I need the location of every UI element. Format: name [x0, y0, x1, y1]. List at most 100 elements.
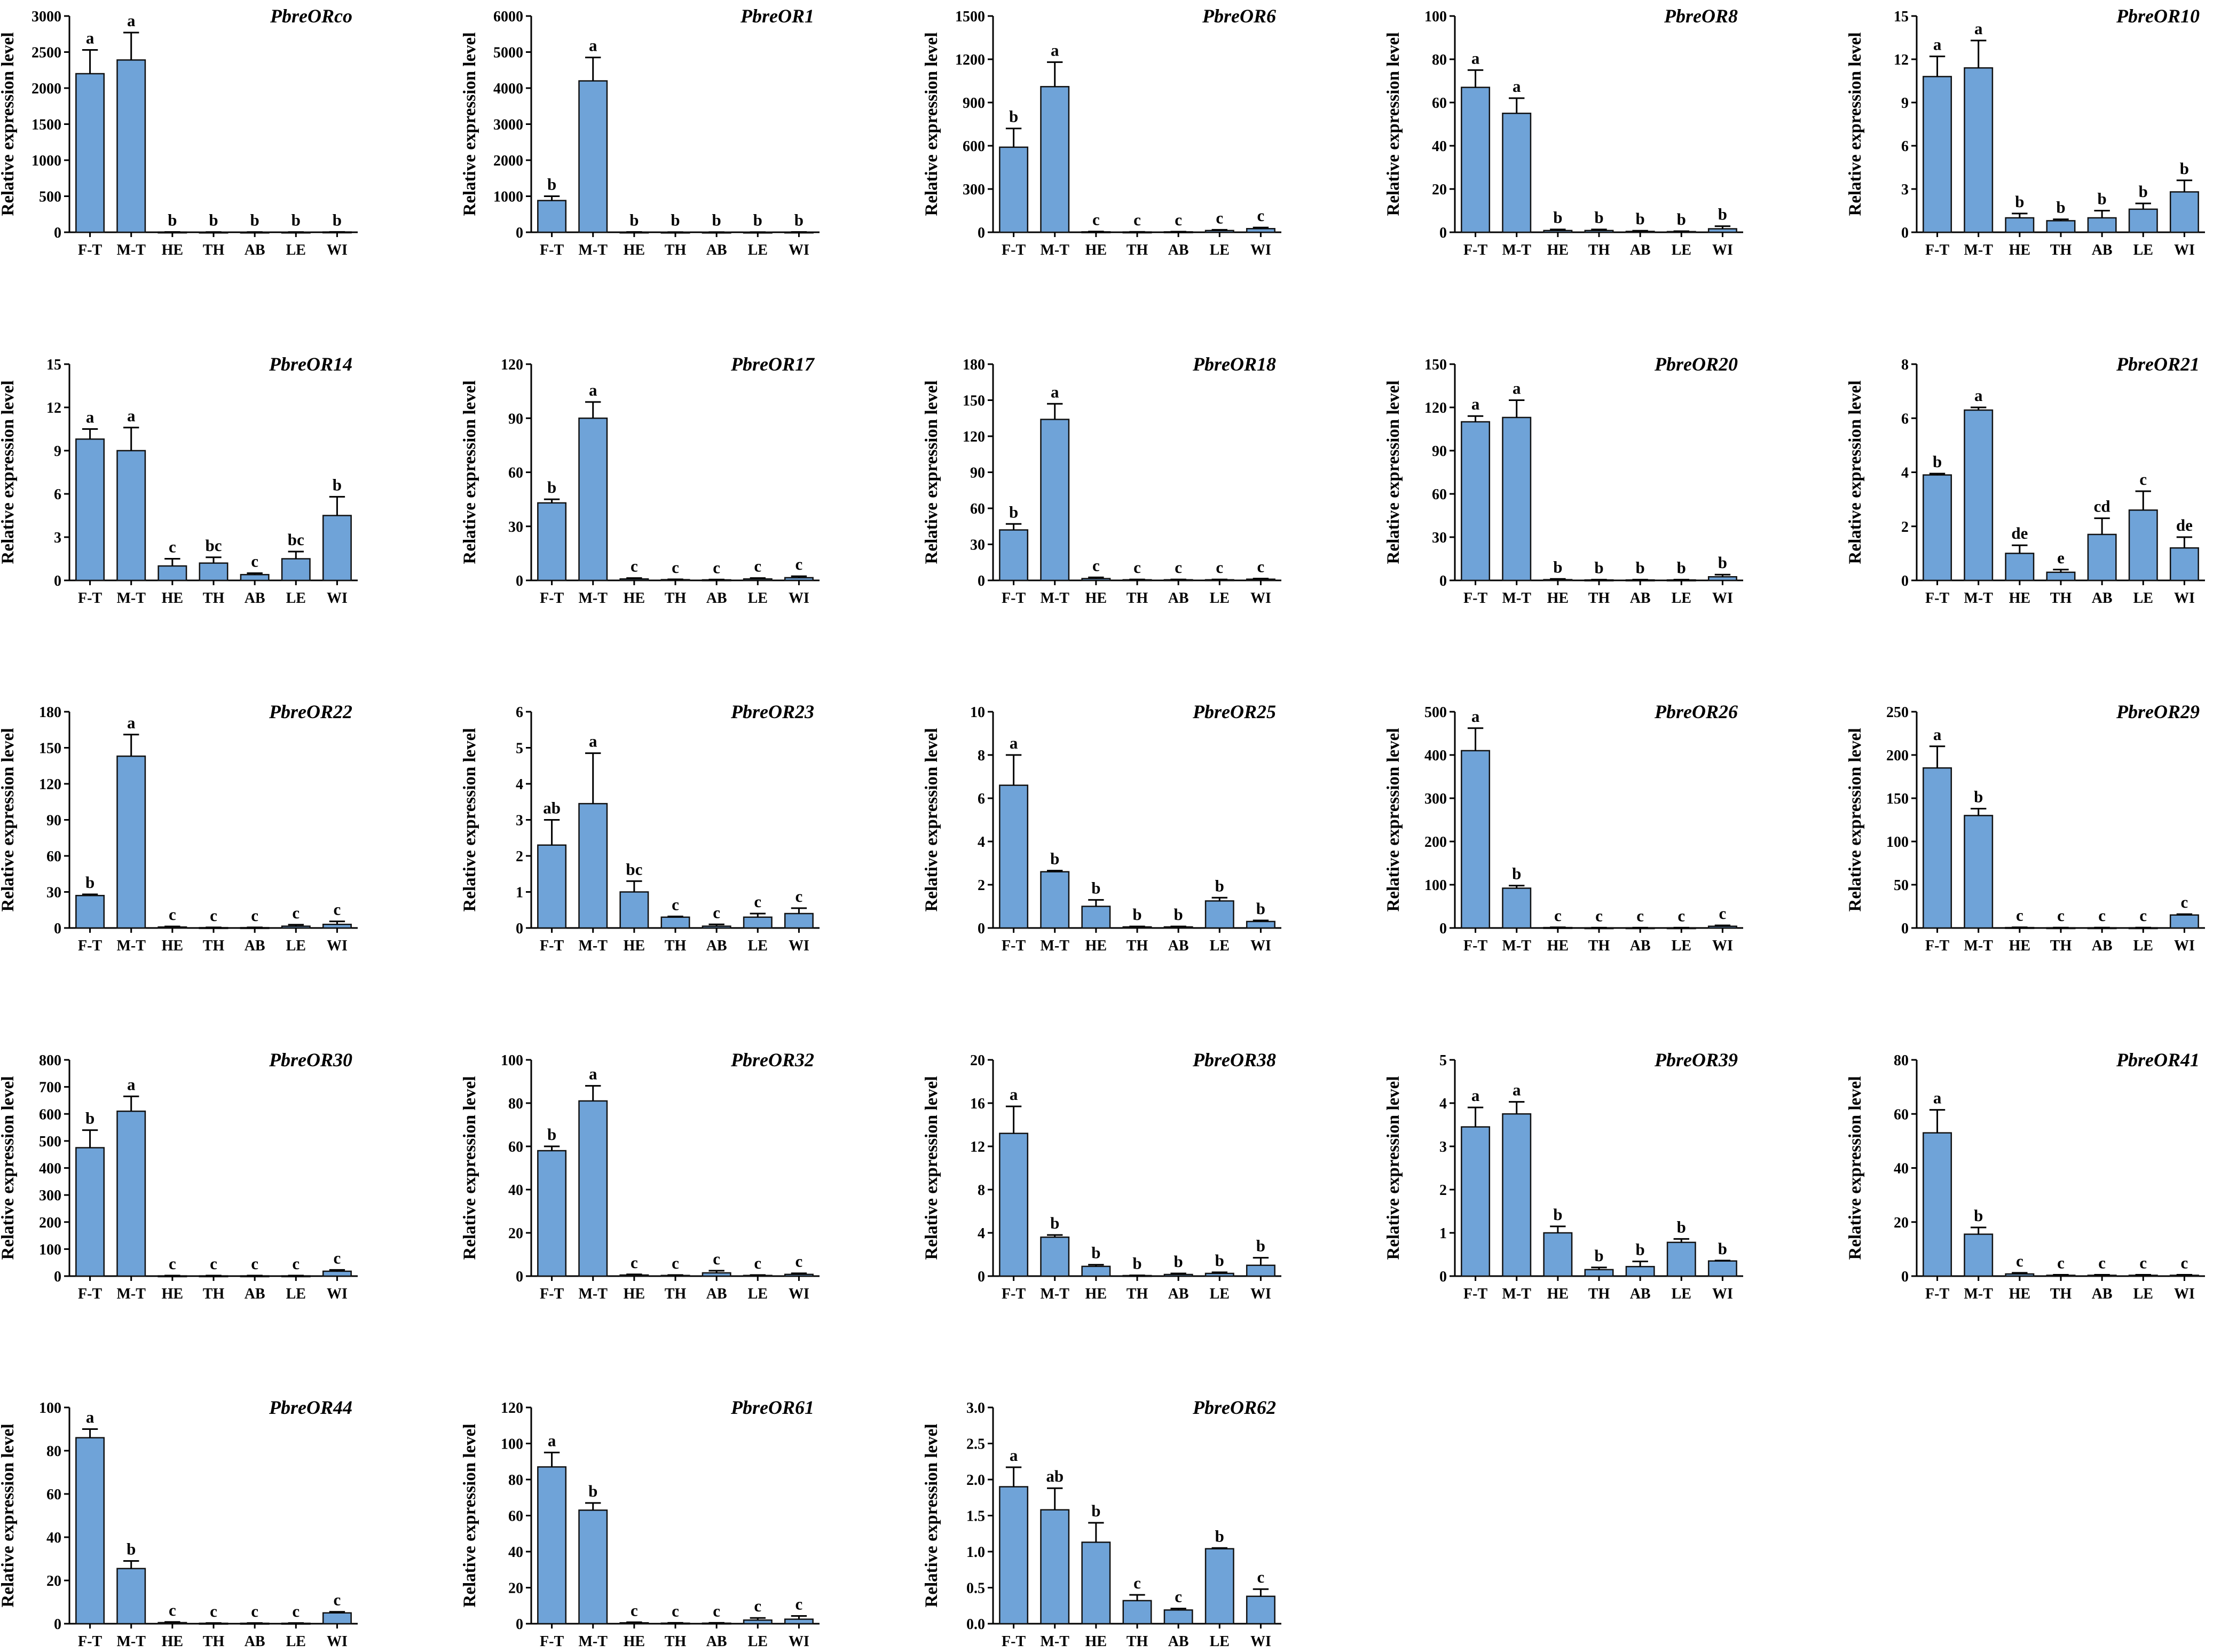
bar — [1707, 1260, 1737, 1277]
y-tick-label: 150 — [963, 393, 985, 410]
significance-letter: a — [1933, 1089, 1942, 1107]
y-tick-label: 60 — [46, 848, 61, 865]
x-tick-label: WI — [1712, 242, 1733, 258]
x-tick-label: HE — [1547, 242, 1569, 258]
y-tick-label: 1500 — [31, 117, 61, 133]
significance-letter: a — [1010, 1085, 1018, 1104]
x-tick-label: AB — [245, 590, 265, 607]
bar — [2005, 1273, 2035, 1277]
y-tick-label: 0 — [54, 1616, 61, 1633]
significance-letter: c — [251, 552, 258, 571]
y-tick-label: 20 — [1432, 182, 1447, 198]
bar — [1584, 230, 1614, 233]
x-tick-label: WI — [1712, 1286, 1733, 1302]
x-tick-label: TH — [1127, 242, 1148, 258]
x-tick-label: AB — [245, 938, 265, 954]
bar — [784, 1273, 814, 1277]
y-tick-label: 120 — [501, 1400, 523, 1417]
x-tick-label: WI — [1712, 590, 1733, 607]
y-tick-label: 8 — [978, 1182, 985, 1199]
x-tick-label: F-T — [1002, 938, 1026, 954]
x-tick-label: M-T — [116, 938, 146, 954]
x-tick-label: HE — [2009, 938, 2030, 954]
significance-letter: cd — [2094, 497, 2110, 516]
x-tick-label: M-T — [1502, 938, 1531, 954]
bar — [2128, 208, 2158, 233]
significance-letter: b — [1256, 1237, 1265, 1255]
y-tick-label: 60 — [1894, 1106, 1909, 1123]
y-tick-label: 9 — [54, 443, 61, 460]
significance-letter: b — [547, 175, 556, 194]
chart-title: PbreOR38 — [1192, 1049, 1276, 1071]
significance-letter: c — [1175, 558, 1182, 577]
significance-letter: b — [2139, 182, 2148, 201]
bar — [116, 450, 146, 581]
significance-letter: c — [334, 1591, 341, 1609]
significance-letter: b — [1553, 208, 1562, 227]
x-tick-label: M-T — [1502, 590, 1531, 607]
x-tick-label: TH — [203, 1633, 225, 1650]
significance-letter: b — [671, 211, 680, 230]
bar — [537, 502, 567, 581]
bar — [322, 515, 352, 581]
y-tick-label: 20 — [46, 1573, 61, 1590]
y-tick-label: 0 — [516, 225, 523, 241]
y-axis-label: Relative expression level — [460, 1424, 479, 1608]
y-tick-label: 4 — [516, 776, 523, 793]
significance-letter: a — [589, 732, 597, 751]
bar — [1040, 871, 1070, 929]
y-tick-label: 0.5 — [966, 1580, 985, 1597]
y-tick-label: 90 — [1432, 443, 1447, 460]
significance-letter: b — [1553, 1205, 1562, 1224]
bar — [1543, 1232, 1573, 1277]
y-axis-label: Relative expression level — [1384, 33, 1403, 216]
y-tick-label: 800 — [39, 1052, 61, 1069]
bar — [1923, 76, 1952, 233]
bar — [1584, 1269, 1614, 1277]
bar — [75, 1147, 105, 1277]
y-tick-label: 0 — [1901, 1269, 1909, 1285]
y-tick-label: 100 — [1424, 9, 1447, 25]
y-tick-label: 20 — [508, 1225, 523, 1242]
significance-letter: b — [168, 210, 177, 229]
y-tick-label: 0 — [1439, 921, 1447, 937]
significance-letter: b — [1256, 899, 1265, 918]
y-tick-label: 120 — [39, 776, 61, 793]
significance-letter: b — [1215, 1251, 1224, 1270]
y-tick-label: 250 — [1886, 704, 1909, 721]
bar — [75, 1437, 105, 1625]
y-tick-label: 100 — [501, 1052, 523, 1069]
significance-letter: c — [631, 1601, 638, 1619]
x-tick-label: AB — [706, 590, 727, 607]
y-tick-label: 150 — [39, 741, 61, 757]
significance-letter: b — [85, 1109, 94, 1128]
x-tick-label: F-T — [1925, 590, 1949, 607]
significance-letter: b — [629, 211, 639, 230]
x-tick-label: M-T — [1040, 1286, 1069, 1302]
significance-letter: c — [672, 895, 679, 914]
y-tick-label: 30 — [46, 885, 61, 901]
y-tick-label: 1.0 — [966, 1544, 985, 1561]
significance-letter: b — [1132, 905, 1141, 924]
chart-title: PbreOR62 — [1192, 1397, 1276, 1418]
y-tick-label: 200 — [1886, 748, 1909, 764]
x-tick-label: LE — [2133, 242, 2153, 258]
x-tick-label: M-T — [578, 938, 608, 954]
significance-letter: ab — [1046, 1467, 1064, 1485]
significance-letter: a — [127, 1075, 136, 1094]
significance-letter: a — [1513, 1081, 1521, 1099]
significance-letter: a — [589, 1065, 597, 1083]
significance-letter: c — [292, 1254, 300, 1273]
y-tick-label: 90 — [46, 813, 61, 829]
x-tick-label: AB — [706, 938, 727, 954]
significance-letter: a — [1513, 379, 1521, 398]
y-tick-label: 80 — [508, 1472, 523, 1489]
x-tick-label: HE — [2009, 590, 2030, 607]
significance-letter: a — [1051, 41, 1059, 59]
y-tick-label: 200 — [1424, 834, 1447, 851]
significance-letter: b — [1974, 1206, 1983, 1225]
y-tick-label: 2 — [1901, 519, 1909, 536]
bar — [1923, 474, 1952, 581]
significance-letter: de — [2176, 516, 2193, 534]
x-tick-label: TH — [1588, 1286, 1610, 1302]
